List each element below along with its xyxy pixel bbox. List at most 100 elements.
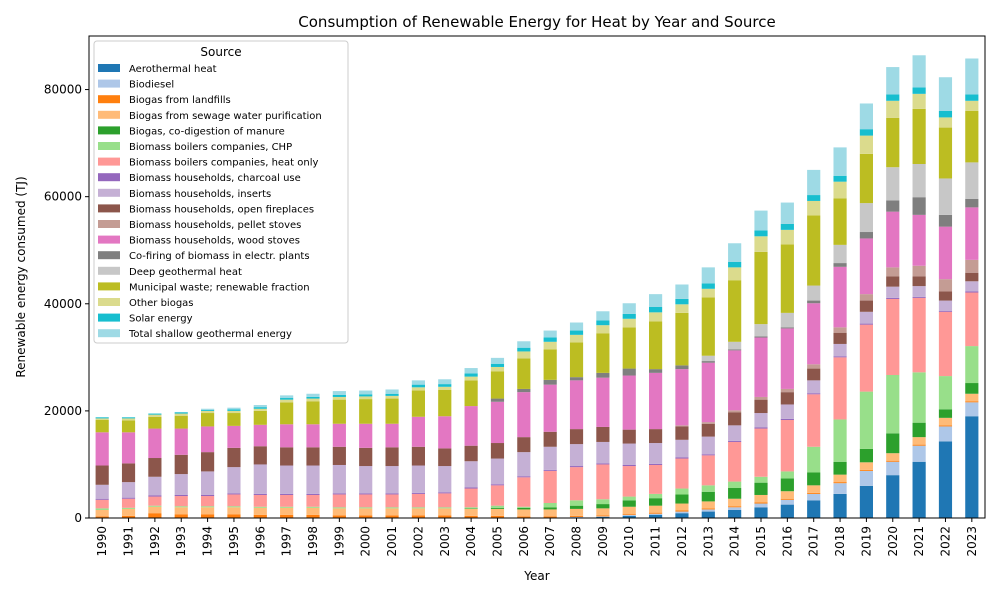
bar-segment	[754, 336, 768, 338]
bar-segment	[912, 296, 926, 298]
bar-segment	[490, 443, 505, 459]
bar-segment	[728, 410, 742, 413]
bar-segment	[701, 455, 715, 486]
y-axis-label: Renewable energy consumed (TJ)	[14, 176, 28, 377]
bar-segment	[385, 494, 399, 508]
bar-segment	[807, 393, 821, 395]
bar-segment	[174, 454, 188, 475]
bar-segment	[622, 514, 636, 516]
x-tick-label: 2020	[886, 526, 900, 557]
bar-segment	[649, 306, 663, 313]
bar-segment	[622, 466, 636, 497]
bar-segment	[543, 507, 557, 510]
legend-label: Biomass households, wood stoves	[129, 236, 300, 247]
bar-segment	[490, 507, 505, 509]
bar-segment	[938, 110, 953, 118]
bar-segment	[596, 504, 610, 509]
bar-segment	[807, 394, 821, 447]
bar-segment	[780, 478, 794, 492]
bar-segment	[121, 482, 136, 498]
bar-segment	[912, 444, 926, 446]
bar-segment	[306, 393, 320, 397]
bar-segment	[306, 401, 320, 425]
x-tick-label: 2009	[596, 526, 610, 557]
bar-segment	[121, 418, 136, 421]
bar-segment	[148, 495, 162, 497]
bar-segment	[780, 499, 794, 505]
bar-segment	[701, 288, 715, 298]
bar-segment	[569, 380, 584, 430]
x-tick-label: 2014	[728, 526, 742, 557]
legend-swatch	[98, 95, 120, 104]
bar-segment	[938, 178, 953, 215]
legend: Source Aerothermal heat Biodiesel Biogas f…	[93, 40, 349, 344]
bar-segment	[95, 418, 109, 420]
bar-segment	[754, 230, 768, 237]
bar-segment	[569, 330, 584, 335]
bar-segment	[596, 333, 610, 373]
bar-segment	[938, 77, 953, 111]
bar-segment	[596, 426, 610, 442]
bar-segment	[886, 167, 900, 201]
bar-segment	[965, 416, 979, 518]
bar-segment	[886, 211, 900, 268]
bar-segment	[306, 447, 320, 466]
bar-segment	[807, 200, 821, 216]
bar-segment	[886, 117, 900, 168]
bar-segment	[253, 424, 267, 447]
bar-segment	[385, 447, 399, 467]
bar-segment	[649, 513, 663, 515]
bar-segment	[490, 508, 505, 516]
bar-segment	[728, 267, 742, 281]
bar-segment	[517, 506, 531, 508]
bar-segment	[280, 402, 294, 425]
bar-segment	[807, 492, 821, 494]
bar-segment	[754, 236, 768, 252]
bar-segment	[569, 515, 584, 517]
bar-segment	[332, 508, 346, 516]
legend-label: Biomass boilers companies, CHP	[129, 142, 292, 153]
bar-segment	[464, 507, 478, 509]
bar-segment	[438, 515, 452, 518]
bar-segment	[148, 513, 162, 518]
bar-segment	[886, 286, 900, 298]
bar-segment	[569, 505, 584, 509]
bar-segment	[938, 417, 953, 426]
legend-label: Biomass households, charcoal use	[129, 173, 301, 184]
bar-segment	[148, 505, 162, 507]
x-tick-label: 2013	[701, 526, 715, 557]
bar-segment	[675, 510, 689, 512]
legend-swatch	[98, 298, 120, 306]
bar-segment	[886, 433, 900, 454]
bar-segment	[569, 467, 584, 501]
bar-segment	[807, 368, 821, 381]
bars-layer	[95, 55, 979, 518]
bar-segment	[675, 426, 689, 440]
bar-segment	[201, 410, 215, 414]
bar-segment	[701, 422, 715, 424]
x-tick-label: 2001	[385, 526, 399, 557]
bar-segment	[965, 272, 979, 282]
bar-segment	[385, 389, 399, 394]
bar-segment	[95, 498, 109, 500]
bar-segment	[938, 291, 953, 301]
bar-segment	[596, 377, 610, 427]
bar-segment	[201, 471, 215, 495]
bar-segment	[517, 516, 531, 518]
bar-segment	[596, 463, 610, 465]
bar-segment	[859, 129, 873, 136]
bar-segment	[464, 380, 478, 407]
bar-segment	[859, 323, 873, 325]
bar-segment	[490, 484, 505, 486]
bar-segment	[464, 376, 478, 381]
bar-segment	[280, 494, 294, 507]
bar-segment	[701, 355, 715, 362]
bar-segment	[438, 379, 452, 385]
bar-segment	[517, 507, 531, 510]
bar-segment	[912, 265, 926, 277]
bar-segment	[464, 508, 478, 516]
bar-segment	[569, 516, 584, 518]
bar-segment	[965, 94, 979, 101]
bar-segment	[938, 226, 953, 280]
bar-segment	[359, 493, 373, 495]
